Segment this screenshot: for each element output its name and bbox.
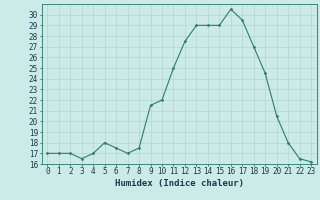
X-axis label: Humidex (Indice chaleur): Humidex (Indice chaleur) <box>115 179 244 188</box>
